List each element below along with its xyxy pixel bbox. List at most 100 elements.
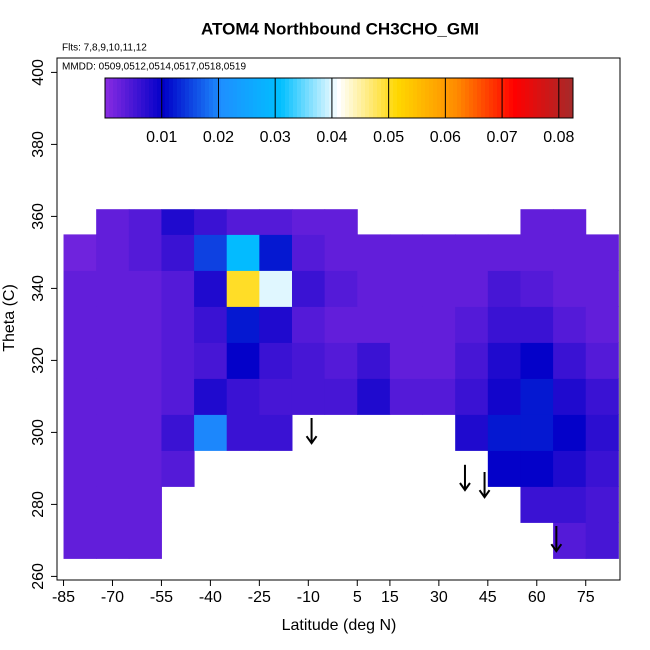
heatmap-cell [291,270,326,307]
x-tick-label: -55 [150,589,173,606]
heatmap-cell [553,378,587,415]
colorbar-swatch [249,78,254,118]
heatmap-cell [259,270,293,307]
arrow [478,472,491,499]
heatmap-cell [585,270,619,307]
heatmap-cell [194,306,228,343]
colorbar-swatch [425,78,430,118]
colorbar-swatch [405,78,410,118]
heatmap-cell [324,270,358,307]
heatmap-cell [520,209,554,235]
arrow [459,464,471,492]
colorbar-swatch [197,78,202,118]
colorbar-swatch [309,78,314,118]
colorbar-swatch [533,78,538,118]
colorbar-swatch [185,78,190,118]
colorbar-swatch [341,78,346,118]
x-tick-label: 45 [479,589,497,606]
heatmap-cell [455,306,489,343]
heatmap-cell [520,306,554,343]
colorbar-swatch [421,78,426,118]
colorbar-swatch [301,78,306,118]
heatmap-cell [96,378,130,415]
heatmap-cell [161,342,195,379]
colorbar-swatch [429,78,434,118]
colorbar-swatch [177,78,182,118]
colorbar-swatch [413,78,418,118]
heatmap-cell [324,342,358,379]
colorbar-swatch [441,78,446,118]
colorbar-swatch [401,78,406,118]
colorbar-tick-label: 0.05 [373,129,404,146]
heatmap-cell [553,306,587,343]
heatmap-cell [259,209,293,235]
colorbar-swatch [337,78,342,118]
colorbar-swatch [113,78,118,118]
heatmap-cell [63,486,97,523]
heatmap-cell [585,450,619,487]
colorbar-swatch [469,78,474,118]
heatmap-cell [389,342,424,379]
heatmap-cell [455,342,489,379]
heatmap-cell [585,378,619,415]
heatmap-cell [553,486,587,523]
colorbar-swatch [305,78,310,118]
colorbar-swatch [437,78,442,118]
colorbar-swatch [213,78,218,118]
colorbar-swatch [553,78,558,118]
heatmap-cell [389,306,424,343]
x-tick-label: 60 [528,589,546,606]
heatmap-cell [63,522,97,559]
arrow [550,526,563,553]
colorbar-swatch [169,78,174,118]
heatmap-cell [357,270,391,307]
heatmap-cell [161,306,195,343]
colorbar-swatch [513,78,518,118]
colorbar-swatch [233,78,238,118]
heatmap-cell [259,234,293,271]
heatmap-cell [128,342,162,379]
plot-frame [56,57,621,581]
colorbar-swatch [525,78,530,118]
colorbar-tick-label: 0.08 [543,129,574,146]
heatmap-cell [520,486,554,523]
heatmap-cell [226,270,260,307]
colorbar-swatch [561,78,566,118]
heatmap-cell [63,342,97,379]
colorbar-swatch [237,78,242,118]
heatmap-cell [194,378,228,415]
colorbar-swatch [529,78,534,118]
heatmap-cell [422,270,456,307]
colorbar-swatch [457,78,462,118]
heatmap-cell [553,414,587,451]
chart-title: ATOM4 Northbound CH3CHO_GMI [201,19,479,38]
heatmap-cell [455,378,489,415]
colorbar-swatch [137,78,142,118]
colorbar-swatch [321,78,326,118]
heatmap-cell [520,414,554,451]
colorbar-swatch [537,78,542,118]
x-tick-label: 75 [577,589,595,606]
colorbar-swatch [329,78,334,118]
heatmap-cell [63,414,97,451]
y-tick-label: 360 [30,203,47,230]
heatmap-cell [96,486,130,523]
y-tick-label: 320 [30,347,47,374]
heatmap-cell [585,234,619,271]
heatmap-cell [194,414,228,451]
x-tick-label: 30 [430,589,448,606]
heatmap-cell [553,209,587,235]
heatmap-cell [487,234,521,271]
heatmap-cell [455,414,489,451]
heatmap-cell [161,209,195,235]
arrow-head [478,489,491,499]
heatmap-cell [259,414,293,451]
heatmap-cell [553,234,587,271]
colorbar-swatch [253,78,258,118]
heatmap-cell [194,209,228,235]
heatmap-cell [96,234,130,271]
colorbar-swatch [357,78,362,118]
heatmap-cell [553,450,587,487]
heatmap-cell [226,209,260,235]
